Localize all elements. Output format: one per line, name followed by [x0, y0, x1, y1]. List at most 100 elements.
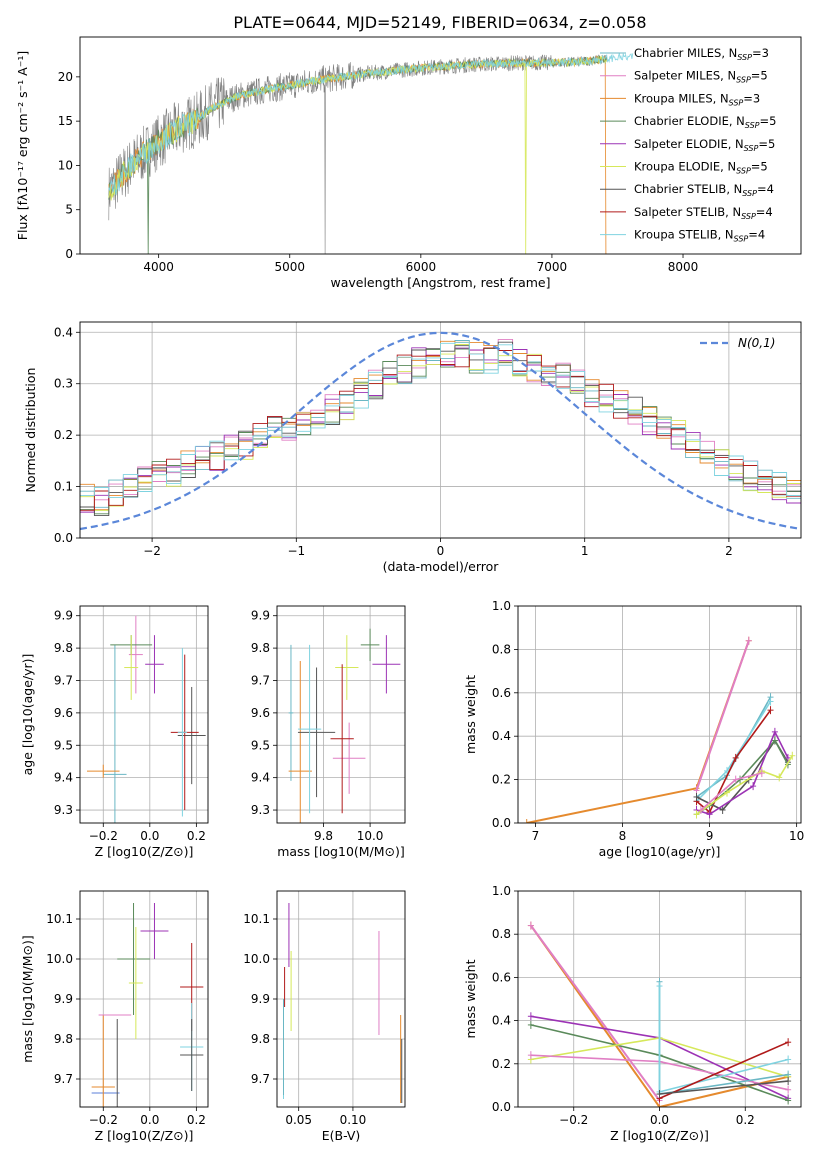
y-tick-label: 0.8 [492, 642, 511, 656]
x-axis-label: (data-model)/error [383, 559, 500, 574]
series-kroupa_miles [530, 925, 789, 1107]
y-tick-label: 9.5 [54, 738, 73, 752]
model-spectrum-kroupa_stelib [108, 53, 634, 195]
plot-area-residuals [80, 322, 801, 538]
x-axis-label: wavelength [Angstrom, rest frame] [330, 275, 550, 290]
axes-frame [79, 36, 802, 255]
x-tick-label: 4000 [143, 260, 174, 274]
axes-weight_vs_age: 7 8 9 10 0.0 0.2 0.4 0.6 0.8 1.0 age [log10(age/yr… [463, 599, 804, 859]
y-tick-label: 20 [58, 70, 73, 84]
plot-area-mass_vs_ebv [277, 891, 405, 1107]
y-tick-label: 1.0 [492, 884, 511, 898]
axes-spectrum: 4000 5000 6000 7000 8000 0 5 10 15 20 wavelength [… [15, 36, 802, 290]
axes-frame [79, 890, 209, 1108]
y-tick-label: 10.1 [243, 912, 270, 926]
legend-label-normal: N(0,1) [738, 336, 775, 350]
x-tick-label: 0.0 [650, 1113, 669, 1127]
y-tick-label: 10.0 [243, 952, 270, 966]
axes-frame [517, 890, 802, 1108]
x-axis-label: Z [log10(Z/Z⊙)] [95, 1128, 194, 1143]
y-tick-label: 0.8 [492, 927, 511, 941]
plot-area-age_vs_mass [277, 606, 405, 823]
y-tick-label: 9.8 [54, 641, 73, 655]
axes-age_vs_Z: −0.2 0.0 0.2 9.3 9.4 9.5 9.6 9.7 9.8 9.9 Z [log10(… [20, 605, 209, 859]
y-tick-label: 1.0 [492, 599, 511, 613]
spectrum-legend: Chabrier MILES, NSSP=3 Salpeter MILES, NS… [600, 46, 776, 244]
series-salpeter_miles [695, 640, 750, 791]
y-tick-label: 0.0 [54, 531, 73, 545]
x-tick-label: 10.0 [357, 829, 384, 843]
x-tick-label: 0.10 [340, 1113, 367, 1127]
legend-entry-chabrier_elodie: Chabrier ELODIE, NSSP=5 [634, 114, 776, 130]
y-tick-label: 0.2 [54, 428, 73, 442]
x-axis-label: age [log10(age/yr)] [599, 844, 721, 859]
y-tick-label: 0.2 [492, 1057, 511, 1071]
x-tick-label: 6000 [406, 260, 437, 274]
y-tick-label: 9.7 [54, 673, 73, 687]
x-tick-label: 0 [437, 544, 445, 558]
x-tick-label: 9 [706, 829, 714, 843]
y-tick-label: 0 [65, 247, 73, 261]
axes-frame [79, 321, 802, 539]
y-tick-label: 9.9 [54, 992, 73, 1006]
x-tick-label: −0.2 [89, 1113, 118, 1127]
histogram-kroupa_stelib [80, 342, 801, 498]
y-tick-label: 5 [65, 203, 73, 217]
series-salpeter_miles [530, 925, 661, 1102]
axes-mass_vs_Z: −0.2 0.0 0.2 9.7 9.8 9.9 10.0 10.1 Z [log10(Z/Z⊙… [20, 890, 209, 1143]
x-tick-label: 8000 [668, 260, 699, 274]
plot-area-age_vs_Z [80, 606, 208, 823]
y-tick-label: 0.4 [492, 729, 511, 743]
x-axis-label: mass [log10(M/M⊙)] [277, 844, 405, 859]
y-tick-label: 9.7 [251, 673, 270, 687]
y-tick-label: 9.3 [54, 803, 73, 817]
normal-curve [80, 331, 801, 531]
axes-age_vs_mass: 9.8 10.0 9.3 9.4 9.5 9.6 9.7 9.8 9.9 mass [log10(… [251, 605, 406, 859]
y-tick-label: 0.1 [54, 480, 73, 494]
y-tick-label: 9.8 [251, 641, 270, 655]
x-tick-label: 5000 [274, 260, 305, 274]
legend-entry-kroupa_miles: Kroupa MILES, NSSP=3 [634, 91, 760, 107]
y-axis-label: mass weight [463, 959, 478, 1038]
y-tick-label: 9.6 [54, 706, 73, 720]
model-spectrum-kroupa_elodie [108, 54, 608, 254]
y-tick-label: 9.4 [54, 771, 73, 785]
series-kroupa_stelib [658, 986, 789, 1093]
y-tick-label: 0.3 [54, 377, 73, 391]
series-chabrier_stelib [659, 1080, 789, 1095]
y-tick-label: 9.9 [251, 992, 270, 1006]
plot-area-mass_vs_Z [80, 891, 208, 1107]
plot-area-weight_vs_Z [518, 891, 801, 1107]
x-tick-label: 0.2 [736, 1113, 755, 1127]
legend-entry-salpeter_elodie: Salpeter ELODIE, NSSP=5 [634, 137, 775, 153]
legend-entry-salpeter_stelib: Salpeter STELIB, NSSP=4 [634, 205, 773, 221]
y-tick-label: 0.4 [54, 325, 73, 339]
y-tick-label: 10 [58, 158, 73, 172]
legend-entry-salpeter_miles: Salpeter MILES, NSSP=5 [634, 69, 768, 85]
axes-frame [276, 890, 406, 1108]
plot-area-spectrum [108, 53, 634, 254]
x-tick-label: −1 [287, 544, 305, 558]
y-tick-label: 9.6 [251, 706, 270, 720]
legend-entry-chabrier_stelib: Chabrier STELIB, NSSP=4 [634, 182, 774, 198]
x-tick-label: 0.2 [187, 1113, 206, 1127]
x-tick-label: 0.0 [140, 1113, 159, 1127]
y-tick-label: 10.1 [46, 912, 73, 926]
x-tick-label: −0.2 [89, 829, 118, 843]
y-tick-label: 9.8 [251, 1032, 270, 1046]
y-tick-label: 10.0 [46, 952, 73, 966]
y-tick-label: 0.0 [492, 1100, 511, 1114]
y-tick-label: 9.8 [54, 1032, 73, 1046]
axes-residuals: −2 −1 0 1 2 0.0 0.1 0.2 0.3 0.4 (data-model)/error… [23, 321, 802, 574]
y-tick-label: 9.9 [54, 609, 73, 623]
x-tick-label: 0.05 [285, 1113, 312, 1127]
y-axis-label: mass [log10(M/M⊙)] [20, 935, 35, 1063]
y-tick-label: 15 [58, 114, 73, 128]
x-tick-label: −0.2 [559, 1113, 588, 1127]
y-axis-label: Normed distribution [23, 368, 38, 493]
axes-mass_vs_ebv: 0.05 0.10 9.7 9.8 9.9 10.0 10.1 E(B-V) [243, 890, 406, 1143]
histogram-salpeter_stelib [80, 347, 801, 511]
y-tick-label: 0.6 [492, 686, 511, 700]
figure-title: PLATE=0644, MJD=52149, FIBERID=0634, z=0… [233, 13, 646, 32]
